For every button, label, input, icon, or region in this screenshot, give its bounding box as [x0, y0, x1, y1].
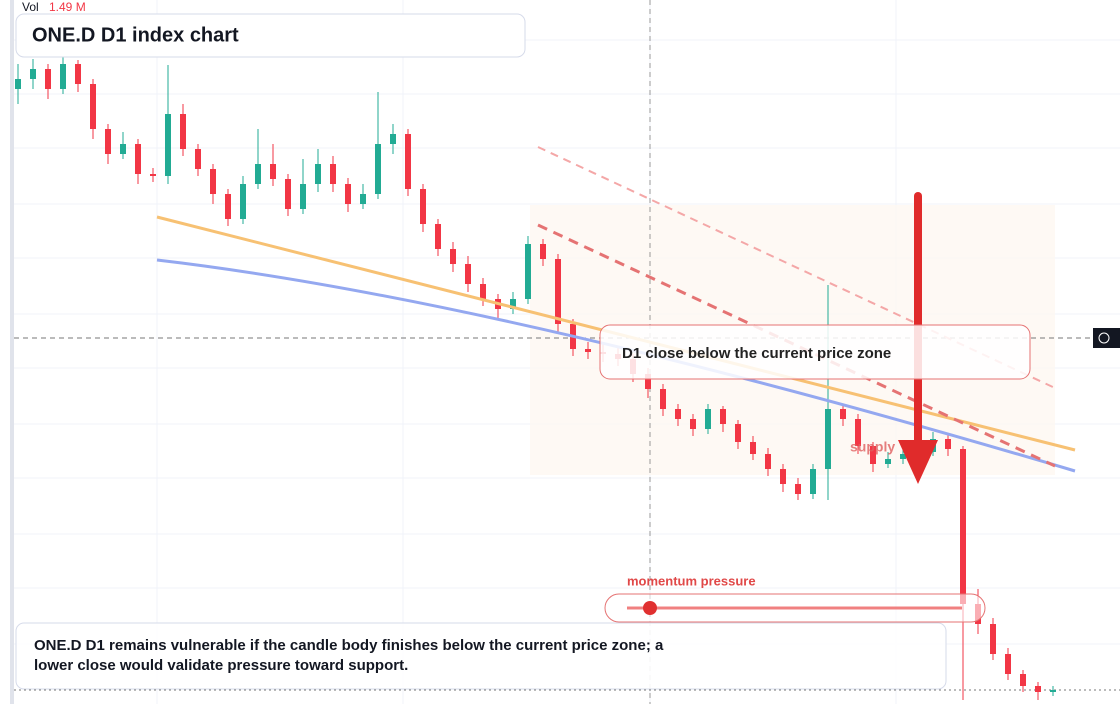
candle-body: [585, 349, 591, 352]
candle-body: [750, 442, 756, 454]
candle-body: [330, 164, 336, 184]
candle-body: [900, 454, 906, 459]
zone-label: supply: [850, 439, 895, 455]
candle-body: [210, 169, 216, 194]
candle-body: [60, 64, 66, 89]
trendline-blue: [156, 258, 1076, 473]
channel-upper: [537, 146, 1056, 389]
candle-body: [255, 164, 261, 184]
callout-box: [599, 324, 1031, 380]
candle-body: [360, 194, 366, 204]
candle-body: [990, 624, 996, 654]
candle-body: [420, 189, 426, 224]
candle-body: [645, 374, 651, 389]
title-box: [15, 13, 526, 58]
note-wrap: ONE.D D1 remains vulnerable if the candl…: [34, 637, 664, 674]
candle-body: [75, 64, 81, 84]
candle-body: [945, 439, 951, 449]
candle-body: [30, 69, 36, 79]
candle-body: [705, 409, 711, 429]
candle-body: [675, 409, 681, 419]
candle-body: [960, 449, 966, 604]
candle-body: [300, 184, 306, 209]
candle-body: [135, 144, 141, 174]
candle-body: [660, 389, 666, 409]
candle-body: [1020, 674, 1026, 686]
candle-body: [735, 424, 741, 442]
candle-body: [225, 194, 231, 219]
candle-body: [840, 409, 846, 419]
candle-body: [240, 184, 246, 219]
candle-body: [765, 454, 771, 469]
note: ONE.D D1 remains vulnerable if the candl…: [34, 637, 664, 674]
candle-body: [810, 469, 816, 494]
candle-body: [90, 84, 96, 129]
callout-text: D1 close below the current price zone: [622, 345, 891, 362]
candle-body: [180, 114, 186, 149]
candle-body: [480, 284, 486, 299]
candle-body: [510, 299, 516, 309]
candle-body: [855, 419, 861, 446]
candle-body: [105, 129, 111, 154]
candle-body: [555, 259, 561, 324]
candle-body: [795, 484, 801, 494]
candle-body: [525, 244, 531, 299]
candle-body: [15, 79, 21, 89]
candle-body: [165, 114, 171, 176]
arrow-head: [898, 440, 938, 484]
crosshair-icon: [1098, 332, 1110, 344]
candle-body: [825, 409, 831, 469]
title: ONE.D D1 index chart: [32, 24, 239, 46]
candle-body: [405, 134, 411, 189]
candle-body: [390, 134, 396, 144]
left-edge: [10, 0, 14, 704]
candle-body: [465, 264, 471, 284]
candle-body: [780, 469, 786, 484]
candle-body: [690, 419, 696, 429]
candle-body: [540, 244, 546, 259]
candle-body: [1050, 690, 1056, 692]
candle-body: [45, 69, 51, 89]
candle-body: [885, 459, 891, 464]
candle-body: [285, 179, 291, 209]
candle-body: [150, 174, 156, 176]
candle-body: [270, 164, 276, 179]
volume-value: 1.49 M: [49, 0, 86, 14]
momentum-label: momentum pressure: [627, 573, 756, 588]
momentum-dot: [643, 601, 657, 615]
candle-body: [345, 184, 351, 204]
crosshair-button[interactable]: [1093, 328, 1120, 348]
candle-body: [450, 249, 456, 264]
candle-body: [1005, 654, 1011, 674]
candle-body: [120, 144, 126, 154]
candle-body: [435, 224, 441, 249]
note-box: [15, 622, 947, 690]
candle-body: [1035, 686, 1041, 692]
candle-body: [315, 164, 321, 184]
candle-body: [870, 446, 876, 464]
candle-body: [720, 409, 726, 424]
candle-body: [375, 144, 381, 194]
volume-label: Vol: [22, 0, 39, 14]
candle-body: [195, 149, 201, 169]
